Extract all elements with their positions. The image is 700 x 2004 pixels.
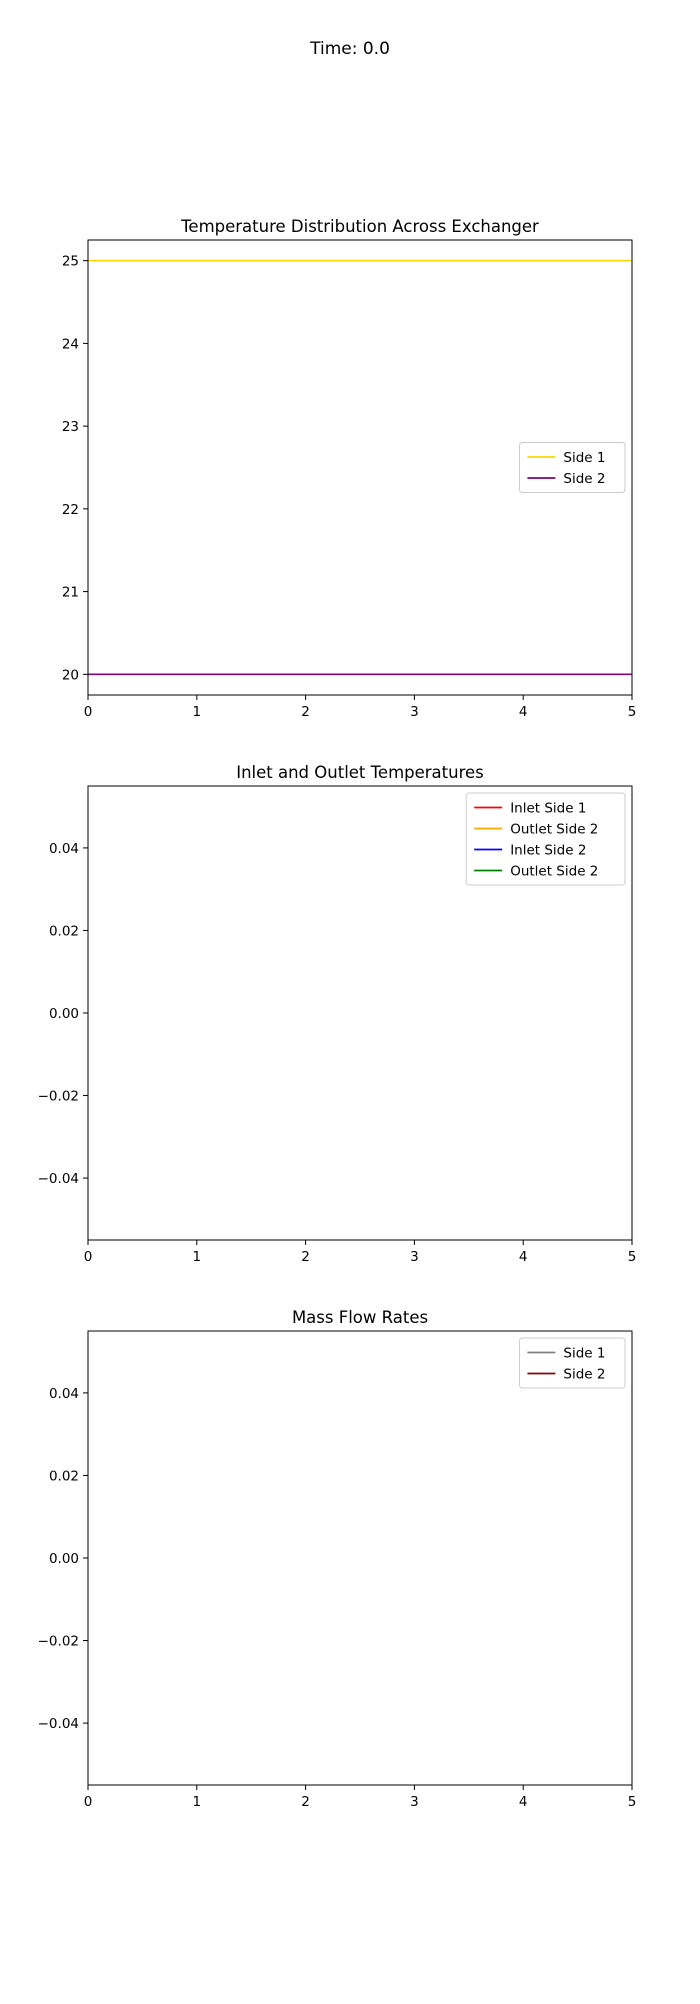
legend-label: Outlet Side 2	[510, 822, 598, 838]
y-tick-label: 0.04	[49, 1386, 79, 1402]
figure-suptitle: Time: 0.0	[309, 39, 390, 59]
legend-box	[518, 1337, 626, 1389]
y-tick-label: 0.04	[49, 841, 79, 857]
x-tick-label: 1	[193, 704, 202, 720]
legend: Side 1 Side 2	[518, 1337, 626, 1389]
x-tick-label: 5	[628, 704, 637, 720]
legend-label: Inlet Side 1	[510, 801, 586, 817]
x-tick-label: 2	[301, 1249, 310, 1265]
legend-label: Inlet Side 2	[510, 843, 586, 859]
y-tick-label: 25	[62, 254, 79, 270]
legend-box	[518, 442, 626, 493]
legend: Side 1 Side 2	[518, 442, 626, 493]
y-tick-label: 0.02	[49, 1468, 79, 1484]
y-tick-label: 23	[62, 419, 79, 435]
x-tick-label: 3	[410, 704, 419, 720]
y-tick-label: 24	[62, 336, 79, 352]
x-tick-label: 1	[193, 1249, 202, 1265]
axes-frame	[87, 1330, 633, 1786]
legend-label: Outlet Side 2	[510, 864, 598, 880]
y-tick-label: 22	[62, 502, 79, 518]
x-tick-label: 0	[84, 704, 93, 720]
y-tick-label: −0.02	[38, 1634, 79, 1650]
x-tick-label: 4	[519, 704, 528, 720]
chart-title: Mass Flow Rates	[292, 1308, 428, 1327]
x-tick-label: 0	[84, 1249, 93, 1265]
legend-label: Side 1	[563, 1346, 605, 1362]
x-tick-label: 0	[84, 1794, 93, 1810]
x-tick-label: 2	[301, 704, 310, 720]
x-tick-label: 5	[628, 1794, 637, 1810]
x-tick-label: 2	[301, 1794, 310, 1810]
axes-container: Temperature Distribution Across Exchange…	[38, 217, 637, 1810]
axes-frame	[87, 239, 633, 696]
x-tick-label: 3	[410, 1794, 419, 1810]
y-tick-label: −0.04	[38, 1171, 79, 1187]
chart-3: Mass Flow Rates 0 1 2 3 4 5 −0.04 −0.02 0.00 0.02 0…	[38, 1308, 637, 1810]
legend-label: Side 1	[563, 450, 605, 466]
x-tick-label: 4	[519, 1794, 528, 1810]
y-tick-label: −0.04	[38, 1716, 79, 1732]
y-tick-label: 0.00	[49, 1551, 79, 1567]
legend-box	[465, 792, 626, 886]
x-tick-label: 1	[193, 1794, 202, 1810]
x-tick-label: 4	[519, 1249, 528, 1265]
y-tick-label: 0.02	[49, 923, 79, 939]
x-tick-label: 5	[628, 1249, 637, 1265]
chart-2: Inlet and Outlet Temperatures 0 1 2 3 4 5 −0.04…	[38, 763, 637, 1265]
chart-title: Inlet and Outlet Temperatures	[236, 763, 484, 782]
legend-label: Side 2	[563, 471, 605, 487]
y-tick-label: 21	[62, 585, 79, 601]
legend: Inlet Side 1 Outlet Side 2 Inlet Side 2 Out…	[465, 792, 626, 886]
y-tick-label: 20	[62, 667, 79, 683]
x-tick-label: 3	[410, 1249, 419, 1265]
chart-1: Temperature Distribution Across Exchange…	[62, 217, 636, 720]
y-tick-label: 0.00	[49, 1006, 79, 1022]
y-tick-label: −0.02	[38, 1089, 79, 1105]
chart-title: Temperature Distribution Across Exchange…	[180, 217, 539, 236]
legend-label: Side 2	[563, 1367, 605, 1383]
